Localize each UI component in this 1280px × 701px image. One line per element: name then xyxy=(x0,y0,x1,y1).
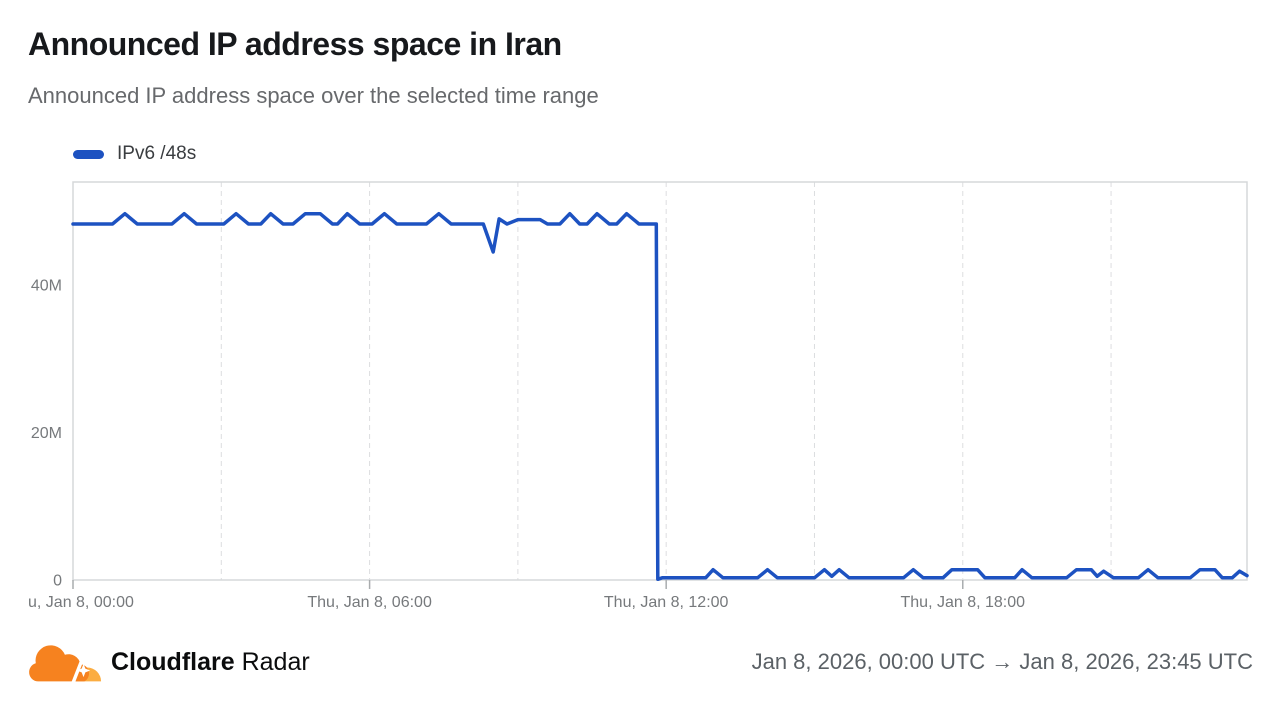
legend-item-ipv6-48s[interactable]: IPv6 /48s xyxy=(73,143,196,165)
chart: 40M 20M 0 u, Jan 8, 00:00 Thu, Jan 8, 06:00 T… xyxy=(0,170,1280,625)
series-line-ipv6-48s[interactable] xyxy=(71,211,1249,582)
brand-name-regular: Radar xyxy=(241,647,310,676)
legend: IPv6 /48s xyxy=(73,142,196,166)
page-subtitle: Announced IP address space over the sele… xyxy=(28,83,599,108)
x-axis-tick-label: u, Jan 8, 00:00 xyxy=(28,594,134,611)
y-axis-tick-label: 40M xyxy=(31,278,62,295)
plot-border xyxy=(72,181,1248,581)
y-axis-tick-label: 20M xyxy=(31,425,62,442)
brand-name-bold: Cloudflare xyxy=(111,647,235,676)
x-axis-tick-label: Thu, Jan 8, 06:00 xyxy=(307,594,432,611)
legend-label: IPv6 /48s xyxy=(117,143,197,164)
cloudflare-logo-icon xyxy=(29,645,102,684)
chart-canvas[interactable]: 40M 20M 0 u, Jan 8, 00:00 Thu, Jan 8, 06:00 T… xyxy=(0,170,1280,625)
x-axis-tick-label: Thu, Jan 8, 12:00 xyxy=(604,594,729,611)
brand-name: Cloudflare Radar xyxy=(111,648,310,677)
legend-swatch-icon xyxy=(73,149,104,159)
page-title: Announced IP address space in Iran xyxy=(28,26,562,62)
footer: Cloudflare Radar Jan 8, 2026, 00:00 UTC … xyxy=(28,634,1253,690)
sparkle-icon xyxy=(76,663,91,678)
x-axis-tick-label: Thu, Jan 8, 18:00 xyxy=(901,594,1026,611)
date-range: Jan 8, 2026, 00:00 UTC → Jan 8, 2026, 23… xyxy=(751,649,1253,674)
y-axis-tick-label: 0 xyxy=(53,573,62,590)
cloudflare-radar-link[interactable]: Cloudflare Radar xyxy=(28,637,310,687)
